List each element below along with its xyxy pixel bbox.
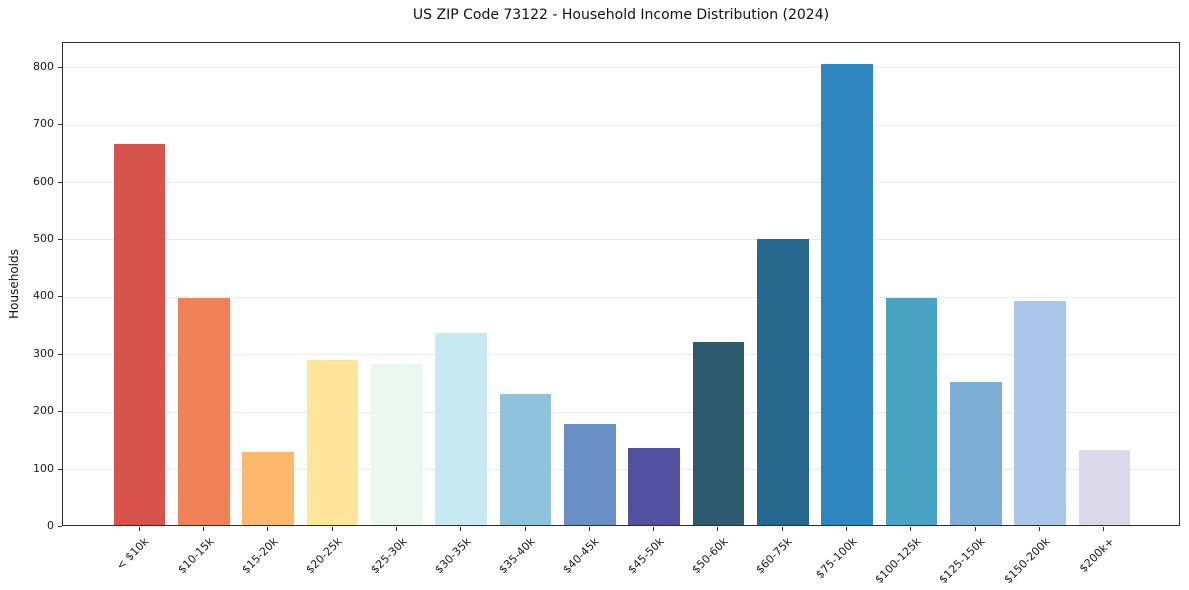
gridline-500 — [63, 239, 1179, 241]
x-tick-label-9: $50-60k — [689, 535, 731, 577]
x-tick-label-8: $45-50k — [625, 535, 667, 577]
x-tick-label-0: < $10k — [114, 535, 152, 573]
y-tick-label-300: 300 — [33, 346, 54, 360]
bar-4 — [371, 364, 423, 525]
x-tick-label-14: $150-200k — [1001, 535, 1053, 587]
x-tick-label-15: $200k+ — [1076, 535, 1117, 576]
y-tickmark-500 — [58, 239, 62, 240]
bar-6 — [499, 394, 552, 525]
bar-2 — [242, 452, 294, 525]
y-tickmark-100 — [58, 469, 62, 470]
y-tickmark-600 — [58, 182, 62, 183]
y-tick-label-0: 0 — [47, 519, 54, 532]
bar-7 — [564, 423, 616, 525]
bar-0 — [113, 144, 166, 525]
y-tickmark-700 — [58, 124, 62, 125]
x-tick-label-3: $20-25k — [303, 535, 345, 577]
gridline-400 — [63, 296, 1179, 298]
y-axis-label: Households — [7, 249, 21, 319]
gridline-200 — [63, 411, 1179, 413]
x-tickmark-2 — [267, 527, 269, 531]
gridline-800 — [63, 67, 1179, 69]
bar-5 — [435, 332, 487, 525]
y-tick-label-600: 600 — [33, 174, 54, 188]
y-tickmark-200 — [58, 411, 62, 412]
y-tickmark-300 — [58, 354, 62, 355]
x-tickmark-8 — [653, 527, 655, 531]
y-tickmark-400 — [58, 296, 62, 297]
bar-3 — [306, 360, 359, 525]
x-tickmark-3 — [331, 527, 333, 531]
y-tick-label-500: 500 — [33, 231, 54, 245]
x-tickmark-15 — [1103, 527, 1105, 531]
bar-8 — [628, 447, 680, 525]
x-tickmark-10 — [781, 527, 783, 531]
bar-11 — [821, 63, 873, 525]
x-tickmark-6 — [524, 527, 526, 531]
x-tickmark-1 — [202, 527, 204, 531]
x-tick-label-11: $75-100k — [813, 535, 860, 582]
x-tickmark-7 — [588, 527, 590, 531]
y-tickmark-800 — [58, 67, 62, 68]
bar-13 — [950, 382, 1002, 525]
x-tickmark-13 — [974, 527, 976, 531]
y-tick-label-100: 100 — [33, 461, 54, 475]
y-tickmark-0 — [58, 526, 62, 527]
plot-area — [62, 42, 1180, 526]
x-tickmark-9 — [717, 527, 719, 531]
bar-14 — [1014, 300, 1066, 525]
y-tick-label-200: 200 — [33, 404, 54, 418]
x-tick-label-10: $60-75k — [753, 535, 796, 577]
bar-12 — [885, 297, 938, 525]
x-tick-label-13: $125-150k — [936, 535, 988, 587]
x-tick-label-5: $30-35k — [432, 535, 474, 577]
bar-15 — [1078, 449, 1131, 525]
gridline-100 — [63, 469, 1179, 471]
x-tickmark-14 — [1039, 527, 1041, 531]
gridline-600 — [63, 182, 1179, 184]
x-tickmark-12 — [910, 527, 912, 531]
x-tickmark-5 — [460, 527, 462, 531]
x-tick-label-1: $10-15k — [174, 535, 217, 577]
x-tickmark-11 — [846, 527, 848, 531]
chart-title: US ZIP Code 73122 - Household Income Dis… — [412, 7, 830, 23]
x-tick-label-12: $100-125k — [872, 535, 924, 587]
bar-1 — [178, 297, 230, 525]
x-tickmark-0 — [138, 527, 140, 531]
bar-10 — [757, 238, 809, 525]
y-tick-label-400: 400 — [33, 289, 54, 303]
gridline-700 — [63, 124, 1179, 126]
y-tick-label-800: 800 — [33, 59, 54, 73]
x-tickmark-4 — [395, 527, 397, 531]
x-tick-label-6: $35-40k — [496, 535, 538, 577]
x-tick-label-7: $40-45k — [560, 535, 603, 577]
bar-9 — [692, 342, 745, 525]
x-tick-label-2: $15-20k — [239, 535, 281, 577]
x-tick-label-4: $25-30k — [367, 535, 410, 577]
y-tick-label-700: 700 — [33, 117, 54, 131]
gridline-300 — [63, 354, 1179, 356]
